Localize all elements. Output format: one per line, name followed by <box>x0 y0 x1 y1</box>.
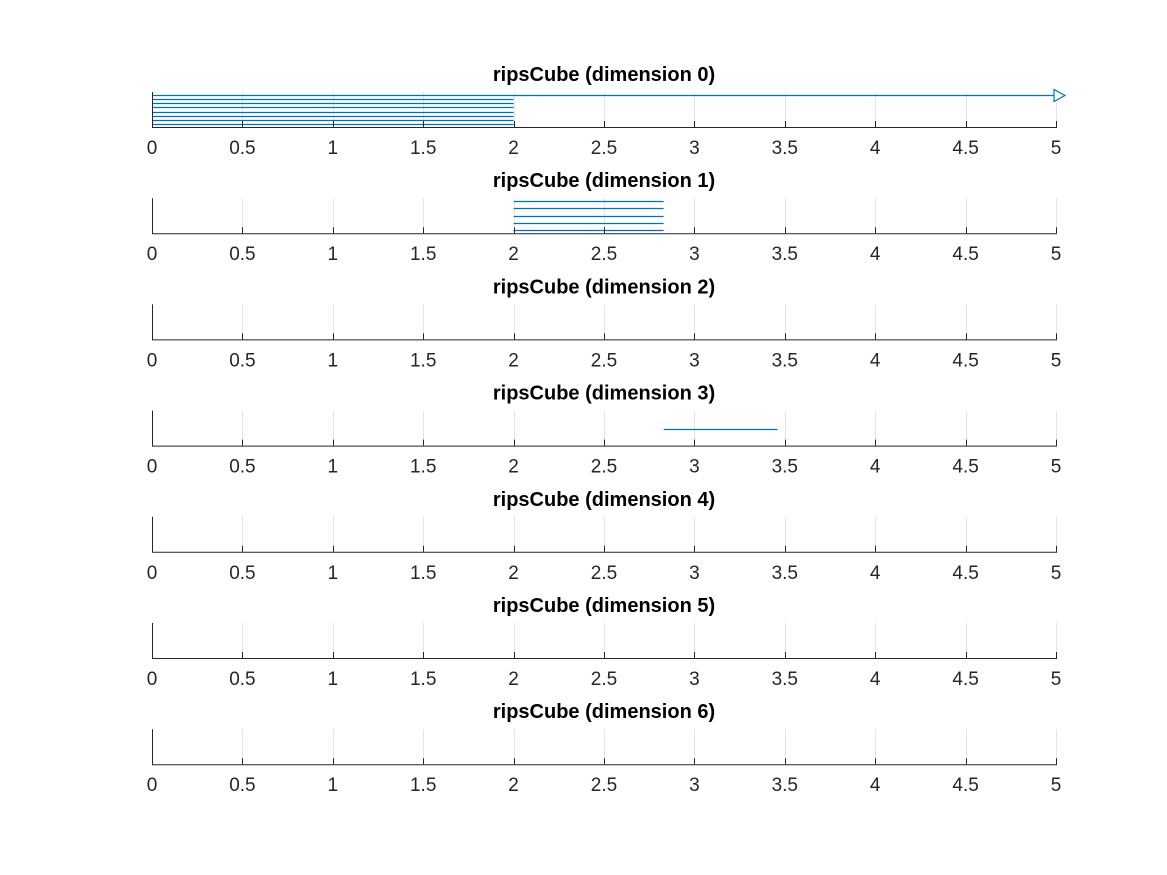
barcode-panel-dim-1: ripsCube (dimension 1) 0 0.5 1 1.5 2 2.5 3 3.5 4 4… <box>147 170 1062 265</box>
x-tick-label: 0 <box>147 775 158 796</box>
x-tick-label: 4 <box>870 244 881 265</box>
x-tick-label: 3 <box>689 775 700 796</box>
x-tick-label: 3.5 <box>772 244 798 265</box>
x-tick-label: 5 <box>1051 244 1062 265</box>
x-tick-label: 2.5 <box>591 138 617 159</box>
x-tick-label: 2.5 <box>591 457 617 478</box>
x-tick-label: 3.5 <box>772 138 798 159</box>
x-tick-label: 1.5 <box>410 775 436 796</box>
x-tick-label: 2.5 <box>591 244 617 265</box>
panel-title: ripsCube (dimension 1) <box>493 170 715 192</box>
x-tick-label: 0 <box>147 563 158 584</box>
x-tick-label: 2.5 <box>591 669 617 690</box>
panel-title: ripsCube (dimension 3) <box>493 383 715 405</box>
x-tick-label: 0 <box>147 669 158 690</box>
x-tick-label: 5 <box>1051 350 1062 371</box>
barcode-panel-dim-2: ripsCube (dimension 2) 0 0.5 1 1.5 2 2.5 3 3.5 4 4… <box>147 276 1062 371</box>
x-tick-label: 0.5 <box>229 669 255 690</box>
x-tick-label: 1 <box>328 775 339 796</box>
x-tick-label: 1.5 <box>410 563 436 584</box>
barcode-panel-dim-3: ripsCube (dimension 3) 0 0.5 1 1.5 2 2.5 3 3.5 4 4… <box>147 383 1062 478</box>
x-tick-label: 2 <box>508 563 519 584</box>
x-tick-label: 3 <box>689 350 700 371</box>
x-tick-label: 4.5 <box>952 244 978 265</box>
x-tick-label: 0 <box>147 457 158 478</box>
x-tick-label: 5 <box>1051 138 1062 159</box>
panel-title: ripsCube (dimension 5) <box>493 595 715 617</box>
x-tick-label: 4 <box>870 457 881 478</box>
x-tick-label: 3.5 <box>772 457 798 478</box>
infinite-bar-arrow <box>1053 88 1067 103</box>
barcode-panel-dim-6: ripsCube (dimension 6) 0 0.5 1 1.5 2 2.5 3 3.5 4 4… <box>147 701 1062 796</box>
panel-title: ripsCube (dimension 2) <box>493 276 715 298</box>
x-tick-label: 3.5 <box>772 350 798 371</box>
x-tick-label: 3.5 <box>772 775 798 796</box>
panel-title: ripsCube (dimension 6) <box>493 701 715 723</box>
x-tick-label: 1 <box>328 669 339 690</box>
x-tick-label: 2 <box>508 350 519 371</box>
x-tick-label: 2.5 <box>591 563 617 584</box>
x-tick-label: 1 <box>328 138 339 159</box>
panel-title: ripsCube (dimension 4) <box>493 489 715 511</box>
x-tick-label: 4.5 <box>952 138 978 159</box>
x-tick-label: 4.5 <box>952 350 978 371</box>
x-tick-label: 4 <box>870 775 881 796</box>
x-tick-label: 4 <box>870 350 881 371</box>
x-tick-label: 4 <box>870 138 881 159</box>
x-tick-label: 2 <box>508 457 519 478</box>
x-tick-label: 0 <box>147 350 158 371</box>
x-tick-label: 3 <box>689 669 700 690</box>
x-tick-label: 5 <box>1051 669 1062 690</box>
x-tick-label: 0 <box>147 244 158 265</box>
x-tick-label: 0.5 <box>229 138 255 159</box>
x-tick-label: 0.5 <box>229 457 255 478</box>
barcode-panel-dim-0: ripsCube (dimension 0) 0 0.5 1 1.5 2 2.5 3 3.5 4 4… <box>147 64 1067 159</box>
x-tick-label: 1.5 <box>410 244 436 265</box>
x-tick-label: 4 <box>870 563 881 584</box>
panel-title: ripsCube (dimension 0) <box>493 64 715 86</box>
x-tick-label: 0 <box>147 138 158 159</box>
x-tick-label: 2 <box>508 138 519 159</box>
x-tick-label: 2 <box>508 775 519 796</box>
x-tick-label: 2.5 <box>591 775 617 796</box>
x-tick-label: 2.5 <box>591 350 617 371</box>
x-tick-label: 0.5 <box>229 244 255 265</box>
x-tick-label: 1 <box>328 457 339 478</box>
x-tick-label: 4.5 <box>952 669 978 690</box>
x-tick-label: 3.5 <box>772 669 798 690</box>
x-tick-label: 0.5 <box>229 563 255 584</box>
barcode-panel-dim-4: ripsCube (dimension 4) 0 0.5 1 1.5 2 2.5 3 3.5 4 4… <box>147 489 1062 584</box>
x-tick-label: 3 <box>689 138 700 159</box>
x-tick-label: 4.5 <box>952 775 978 796</box>
x-tick-label: 1.5 <box>410 669 436 690</box>
x-tick-label: 0.5 <box>229 350 255 371</box>
x-tick-label: 1.5 <box>410 457 436 478</box>
x-tick-label: 3 <box>689 244 700 265</box>
x-tick-label: 1.5 <box>410 350 436 371</box>
x-tick-label: 4 <box>870 669 881 690</box>
x-tick-label: 3.5 <box>772 563 798 584</box>
x-tick-label: 4.5 <box>952 457 978 478</box>
barcode-panel-dim-5: ripsCube (dimension 5) 0 0.5 1 1.5 2 2.5 3 3.5 4 4… <box>147 595 1062 690</box>
x-tick-label: 5 <box>1051 457 1062 478</box>
x-tick-label: 2 <box>508 669 519 690</box>
x-tick-label: 5 <box>1051 775 1062 796</box>
x-tick-label: 1 <box>328 350 339 371</box>
x-tick-label: 5 <box>1051 563 1062 584</box>
x-tick-label: 3 <box>689 563 700 584</box>
x-tick-label: 1 <box>328 563 339 584</box>
x-tick-label: 1 <box>328 244 339 265</box>
x-tick-label: 2 <box>508 244 519 265</box>
x-tick-label: 1.5 <box>410 138 436 159</box>
x-tick-label: 4.5 <box>952 563 978 584</box>
panels-container: ripsCube (dimension 0) 0 0.5 1 1.5 2 2.5 3 3.5 4 4… <box>147 64 1067 796</box>
x-tick-label: 0.5 <box>229 775 255 796</box>
x-tick-label: 3 <box>689 457 700 478</box>
